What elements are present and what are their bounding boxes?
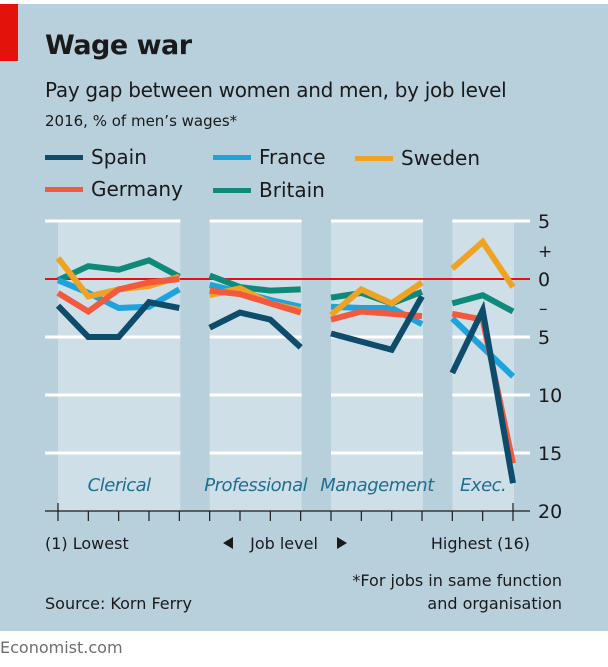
legend-swatch-sweden [355,155,393,161]
chart-units: 2016, % of men’s wages* [45,112,238,130]
series-line-spain [208,309,303,350]
y-tick-label: 20 [538,501,562,523]
x-right-label: Highest (16) [431,534,530,553]
series-line-britain [208,272,301,294]
series-line-spain [449,300,516,484]
series-line-france [450,316,516,379]
brand-red-tag [0,4,18,61]
legend-label-france: France [259,145,326,169]
legend-item-sweden: Sweden [355,146,480,170]
series-line-germany [209,287,302,316]
legend-swatch-spain [45,154,83,160]
source-note: Source: Korn Ferry [45,594,192,613]
legend-swatch-germany [45,186,83,192]
legend-item-spain: Spain [45,145,147,169]
panel-label: Clerical [88,475,151,496]
legend-item-britain: Britain [213,178,325,202]
panel-label: Exec. [460,475,506,496]
y-plus-sign: + [538,242,552,262]
arrow-left-icon [223,537,233,549]
arrow-right-icon [337,537,347,549]
series-line-britain [451,291,515,315]
chart-title: Wage war [45,30,192,61]
footnote-line-1: *For jobs in same function [352,571,562,590]
panel-management [331,221,423,511]
series-line-germany [330,308,423,323]
y-tick-label: 5 [538,211,550,233]
legend-swatch-france [213,154,251,160]
y-tick-label: 5 [538,327,550,349]
panel-label: Professional [204,475,307,496]
series-line-spain [55,298,180,340]
x-axis-title: Job level [249,534,318,553]
brand-credit: Economist.com [0,638,123,657]
legend-item-germany: Germany [45,177,183,201]
chart-subtitle: Pay gap between women and men, by job le… [45,78,507,102]
footnote-line-2: and organisation [427,594,562,613]
legend-item-france: France [213,145,326,169]
series-line-sweden [329,280,424,318]
panel-professional [209,221,302,511]
y-tick-label: 15 [538,443,562,465]
legend-swatch-britain [213,187,251,193]
y-tick-label: 10 [538,385,562,407]
y-minus-sign: – [539,299,548,319]
y-tick-label: 0 [538,269,550,291]
legend-label-spain: Spain [91,145,147,169]
x-left-label: (1) Lowest [45,534,129,553]
series-line-france [56,277,181,312]
series-line-sweden [450,237,516,289]
legend-label-britain: Britain [259,178,325,202]
series-line-britain [56,257,181,283]
panel-label: Management [320,475,435,496]
legend-label-germany: Germany [91,177,183,201]
series-line-germany [56,276,180,316]
legend-label-sweden: Sweden [401,146,481,170]
series-line-spain [330,294,425,354]
